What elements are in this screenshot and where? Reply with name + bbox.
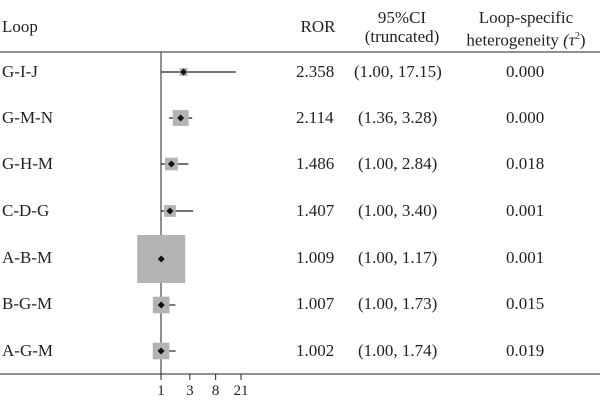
x-tick-label: 1 [157,383,165,399]
header-ci: 95%CI (truncated) [350,8,454,46]
x-tick-label: 8 [211,383,220,399]
row-tau2: 0.019 [506,341,545,360]
row-loop: A-G-M [2,341,53,360]
row-loop: A-B-M [2,248,53,267]
row-ci: (1.00, 3.40) [358,201,438,220]
point-estimate-marker [180,68,188,76]
point-estimate-marker [157,301,165,309]
header-het-line2: heterogeneity (τ2) [452,27,600,50]
row-tau2: 0.015 [506,294,545,313]
header-ror: ROR [300,17,336,36]
header-het-close: ) [579,30,586,50]
row-tau2: 0.001 [506,248,545,267]
row-ror: 1.002 [296,341,335,360]
row-ci: (1.00, 1.17) [358,248,438,267]
row-ci: (1.00, 17.15) [354,62,442,81]
header-ci-line2: (truncated) [364,27,440,46]
row-ror: 1.007 [296,294,335,313]
row-ror: 1.009 [296,248,335,267]
point-estimate-marker [157,255,165,263]
header-het-symbol: (τ [563,30,575,50]
header-heterogeneity: Loop-specific heterogeneity (τ2) [452,8,600,50]
header-loop: Loop [2,17,38,36]
row-loop: B-G-M [2,294,53,313]
header-het-sup: 2 [574,31,580,42]
row-tau2: 0.000 [506,62,545,81]
header-het-line1: Loop-specific [478,8,574,27]
row-tau2: 0.000 [506,108,545,127]
x-tick-label: 21 [233,383,249,399]
row-loop: G-I-J [2,62,38,81]
row-ror: 2.114 [296,108,334,127]
x-tick-label: 3 [186,383,194,399]
point-estimate-marker [166,207,174,215]
header-het-label: heterogeneity [466,30,559,50]
point-estimate-marker [167,160,175,168]
row-ror: 1.407 [296,201,335,220]
row-ror: 1.486 [296,154,335,173]
row-tau2: 0.001 [506,201,545,220]
row-ci: (1.00, 2.84) [358,154,438,173]
row-ror: 2.358 [296,62,335,81]
row-ci: (1.00, 1.74) [358,341,438,360]
row-ci: (1.36, 3.28) [358,108,438,127]
point-estimate-marker [157,347,165,355]
row-loop: C-D-G [2,201,50,220]
row-loop: G-M-N [2,108,53,127]
row-tau2: 0.018 [506,154,545,173]
row-ci: (1.00, 1.73) [358,294,438,313]
row-loop: G-H-M [2,154,53,173]
point-estimate-marker [177,114,185,122]
header-ci-line1: 95%CI [377,8,427,27]
